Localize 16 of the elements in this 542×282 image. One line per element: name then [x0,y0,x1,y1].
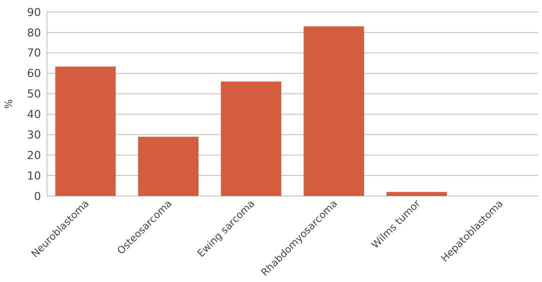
y-tick-label: 0 [34,190,41,203]
y-tick-label: 80 [27,26,41,40]
y-tick-label: 90 [27,6,41,19]
y-tick-label: 40 [27,108,41,122]
y-tick-label: 20 [27,148,41,162]
bar [220,82,282,196]
bar [55,66,116,196]
bar [386,192,447,196]
y-tick-label: 70 [27,46,41,60]
bar [138,136,199,196]
y-tick-label: 60 [27,67,41,80]
bar [304,26,364,196]
y-axis-title: % [4,99,15,109]
y-tick-label: 50 [27,88,41,101]
y-tick-label: 30 [27,128,41,142]
y-tick-label: 10 [27,169,41,182]
